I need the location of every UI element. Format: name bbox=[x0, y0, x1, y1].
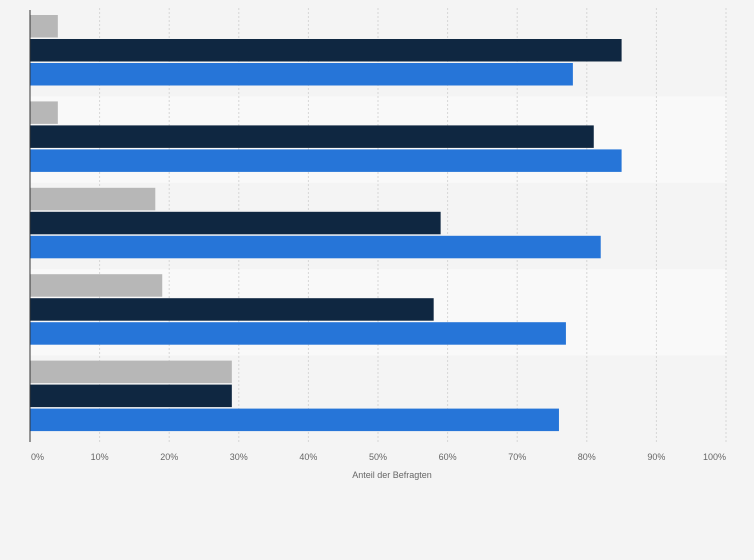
x-tick-label: 90% bbox=[647, 452, 665, 462]
x-tick-labels: 0% 10% 20% 30% 40% 50% 60% 70% 80% 90% 100% bbox=[31, 452, 726, 462]
x-tick-label: 10% bbox=[91, 452, 109, 462]
bar bbox=[30, 384, 232, 408]
x-tick-label: 50% bbox=[369, 452, 387, 462]
bar bbox=[30, 63, 573, 86]
bar bbox=[30, 125, 594, 148]
bar bbox=[30, 298, 434, 321]
bar bbox=[30, 322, 566, 345]
bar bbox=[30, 39, 622, 62]
bar bbox=[30, 235, 601, 259]
x-tick-label: 70% bbox=[508, 452, 526, 462]
x-tick-label: 0% bbox=[31, 452, 44, 462]
bar bbox=[30, 274, 163, 297]
bar bbox=[30, 360, 232, 384]
bar bbox=[30, 187, 156, 211]
bars bbox=[30, 15, 622, 432]
bar bbox=[30, 408, 559, 432]
bar bbox=[30, 211, 441, 235]
x-tick-label: 20% bbox=[160, 452, 178, 462]
x-tick-label: 30% bbox=[230, 452, 248, 462]
x-tick-label: 100% bbox=[703, 452, 726, 462]
bar bbox=[30, 149, 622, 172]
x-tick-label: 40% bbox=[299, 452, 317, 462]
x-tick-label: 80% bbox=[578, 452, 596, 462]
bar bbox=[30, 15, 58, 38]
x-axis-title: Anteil der Befragten bbox=[352, 470, 432, 480]
bar bbox=[30, 101, 58, 124]
x-tick-label: 60% bbox=[439, 452, 457, 462]
